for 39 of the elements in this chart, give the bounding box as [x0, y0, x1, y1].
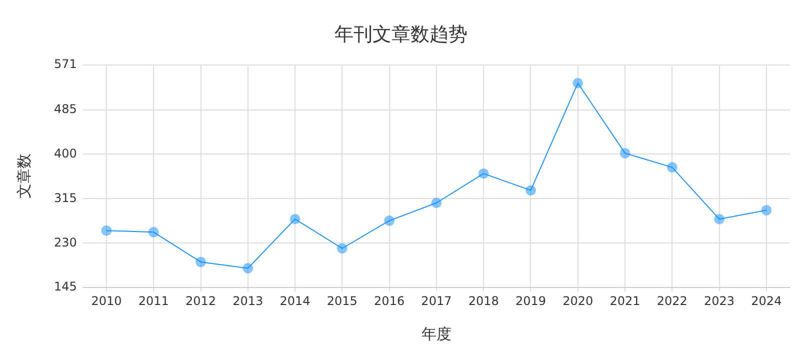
y-tick-label: 485	[54, 102, 77, 116]
y-tick-label: 315	[54, 190, 77, 205]
point	[620, 148, 631, 159]
y-tick-label: 230	[54, 235, 77, 250]
point	[242, 262, 254, 274]
point	[572, 78, 584, 89]
point	[430, 197, 442, 208]
x-tick-label: 2014	[280, 294, 310, 308]
point	[148, 226, 160, 238]
y-tick-label: 145	[54, 280, 77, 294]
point	[100, 225, 112, 236]
point	[195, 256, 206, 268]
x-tick-label: 2010	[91, 294, 122, 308]
x-tick-label: 2016	[374, 294, 405, 308]
chart-title: 年刊文章数趋势	[334, 23, 468, 46]
x-tick-label: 2011	[138, 294, 169, 308]
x-tick-label: 2015	[326, 294, 358, 308]
point	[336, 242, 348, 254]
x-tick-label: 2022	[656, 294, 688, 308]
x-tick-label: 2023	[704, 294, 735, 308]
point	[525, 184, 536, 196]
point	[290, 214, 301, 225]
x-tick-label: 2020	[562, 294, 594, 308]
x-tick-label: 2021	[610, 294, 640, 308]
x-tick-label: 2013	[232, 294, 264, 308]
x-tick-label: 2024	[751, 294, 782, 308]
y-tick-label: 571	[54, 56, 77, 71]
x-tick-label: 2018	[468, 294, 499, 308]
point	[666, 162, 678, 173]
point	[384, 215, 395, 226]
x-tick-label: 2012	[185, 294, 216, 308]
point	[714, 214, 725, 225]
x-tick-label: 2017	[421, 294, 452, 308]
x-axis-title: 年度	[421, 324, 452, 343]
x-tick-label: 2019	[515, 294, 546, 308]
point	[760, 204, 772, 216]
y-axis-title: 文章数	[14, 154, 33, 199]
point	[478, 168, 490, 180]
y-tick-label: 400	[54, 146, 77, 160]
